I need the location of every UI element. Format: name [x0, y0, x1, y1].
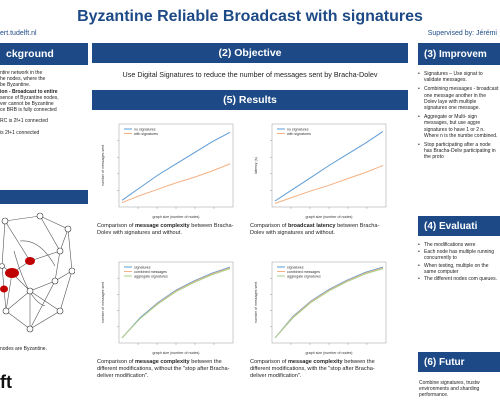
legend-label: no signatures	[287, 127, 309, 131]
left-diagram-band	[0, 190, 88, 204]
byzantine-node	[25, 257, 35, 265]
chart-modifications-without-stop: signatures combined messages aggregate sig…	[97, 254, 239, 357]
chart-caption: Comparison of message complexity between…	[97, 223, 234, 236]
future-text: Combine signatures, trustw environments …	[419, 380, 480, 399]
section-objective-title: (2) Objective	[218, 47, 282, 59]
improvements-list: Signatures – Use signat to validate mess…	[418, 71, 500, 162]
series-line-0	[121, 266, 231, 339]
poster-title: Byzantine Reliable Broadcast with signat…	[77, 8, 423, 25]
y-axis-label: number of messages sent	[101, 145, 105, 186]
x-axis-label: graph size (number of nodes)	[153, 351, 200, 355]
section-results-title: (5) Results	[223, 94, 277, 106]
series-line-2	[274, 268, 384, 339]
network-graph-diagram	[0, 212, 75, 333]
y-axis-label: number of messages sent	[101, 282, 105, 323]
list-item: The modifications were	[418, 242, 500, 248]
x-axis-label: graph size (number of nodes)	[153, 215, 200, 219]
background-line: ntire network in the	[0, 70, 43, 76]
legend-label: signatures	[287, 265, 304, 269]
background-line: ce BRB is fully connected	[0, 107, 57, 114]
section-evaluation-header: (4) Evaluati	[418, 216, 500, 236]
legend-label: no signatures	[134, 127, 156, 131]
chart-caption: Comparison of message complexity between…	[250, 359, 375, 379]
legend-label: combined messages	[287, 270, 320, 274]
series-line-0	[121, 131, 231, 201]
legend-label: aggregate signatures	[287, 274, 321, 278]
plot-area	[118, 123, 234, 208]
chart-caption: Comparison of message complexity between…	[97, 359, 230, 379]
list-item: Each node has multiple running concurren…	[418, 249, 500, 261]
series-line-1	[274, 267, 384, 339]
chart-caption: Comparison of broadcast latency between …	[250, 223, 380, 236]
list-item: Aggregate or Multi- sign messages, but u…	[418, 114, 500, 139]
legend-label: aggregate signatures	[134, 274, 168, 278]
background-footer: nodes are Byzantine.	[0, 346, 47, 352]
legend-label: with signatures	[287, 132, 311, 136]
background-line: ion - Broadcast to entire	[0, 88, 58, 95]
background-text: ntire network in the he nodes, where the…	[0, 70, 88, 136]
chart-modifications-with-stop: signatures combined messages aggregate sig…	[250, 254, 392, 357]
section-results-header: (5) Results	[92, 90, 408, 110]
byzantine-node	[5, 268, 19, 278]
list-item: Signatures – Use signat to validate mess…	[418, 71, 500, 83]
list-item: Stop participating after a node has Brac…	[418, 142, 500, 161]
section-future-title: (6) Futur	[424, 356, 465, 368]
y-axis-label: number of messages sent	[254, 282, 258, 323]
series-line-0	[274, 131, 384, 202]
list-item: When testing, multiple on the same compu…	[418, 263, 500, 275]
legend-label: combined messages	[134, 270, 167, 274]
series-line-0	[274, 266, 384, 339]
list-item: Combining messages - broadcast one messa…	[418, 86, 500, 111]
series-line-1	[121, 163, 231, 204]
evaluation-list: The modifications were Each node has mul…	[418, 242, 500, 283]
section-background-title: ckground	[6, 48, 54, 60]
y-axis-label: latency (s)	[254, 157, 258, 174]
supervised-by: Supervised by: Jérémi	[427, 30, 497, 37]
section-evaluation-title: (4) Evaluati	[424, 220, 478, 232]
chart-latency-signatures: no signatures with signatures graph size (…	[250, 116, 392, 221]
x-axis-label: graph size (number of nodes)	[306, 351, 353, 355]
legend-label: signatures	[134, 265, 151, 269]
section-background-header: ckground	[0, 43, 88, 65]
legend-label: with signatures	[134, 132, 158, 136]
section-improvements-title: (3) Improvem	[424, 48, 487, 60]
series-line-2	[121, 268, 231, 339]
byzantine-node	[0, 285, 8, 293]
plot-area	[271, 261, 387, 344]
section-future-header: (6) Futur	[418, 352, 500, 372]
background-line: ver cannot be Byzantine	[0, 101, 54, 108]
objective-text: Use Digital Signatures to reduce the num…	[122, 70, 378, 79]
series-line-1	[274, 165, 384, 204]
background-line: RC is 2f+1 connected	[0, 118, 48, 125]
background-line: is 2f+1 connected	[0, 129, 40, 136]
background-line: be Byzantine.	[0, 82, 31, 89]
chart-message-complexity-signatures: no signatures with signatures graph size (…	[97, 116, 239, 221]
section-objective-header: (2) Objective	[92, 43, 408, 63]
author-email: ert.tudelft.nl	[0, 30, 37, 37]
x-axis-label: graph size (number of nodes)	[306, 215, 353, 219]
university-logo: ft	[0, 372, 12, 392]
background-line: sence of Byzantine nodes,	[0, 94, 59, 101]
background-line: he nodes, where the	[0, 76, 46, 83]
section-improvements-header: (3) Improvem	[418, 43, 500, 65]
list-item: The different nodes com queues.	[418, 276, 500, 282]
plot-area	[118, 261, 234, 344]
